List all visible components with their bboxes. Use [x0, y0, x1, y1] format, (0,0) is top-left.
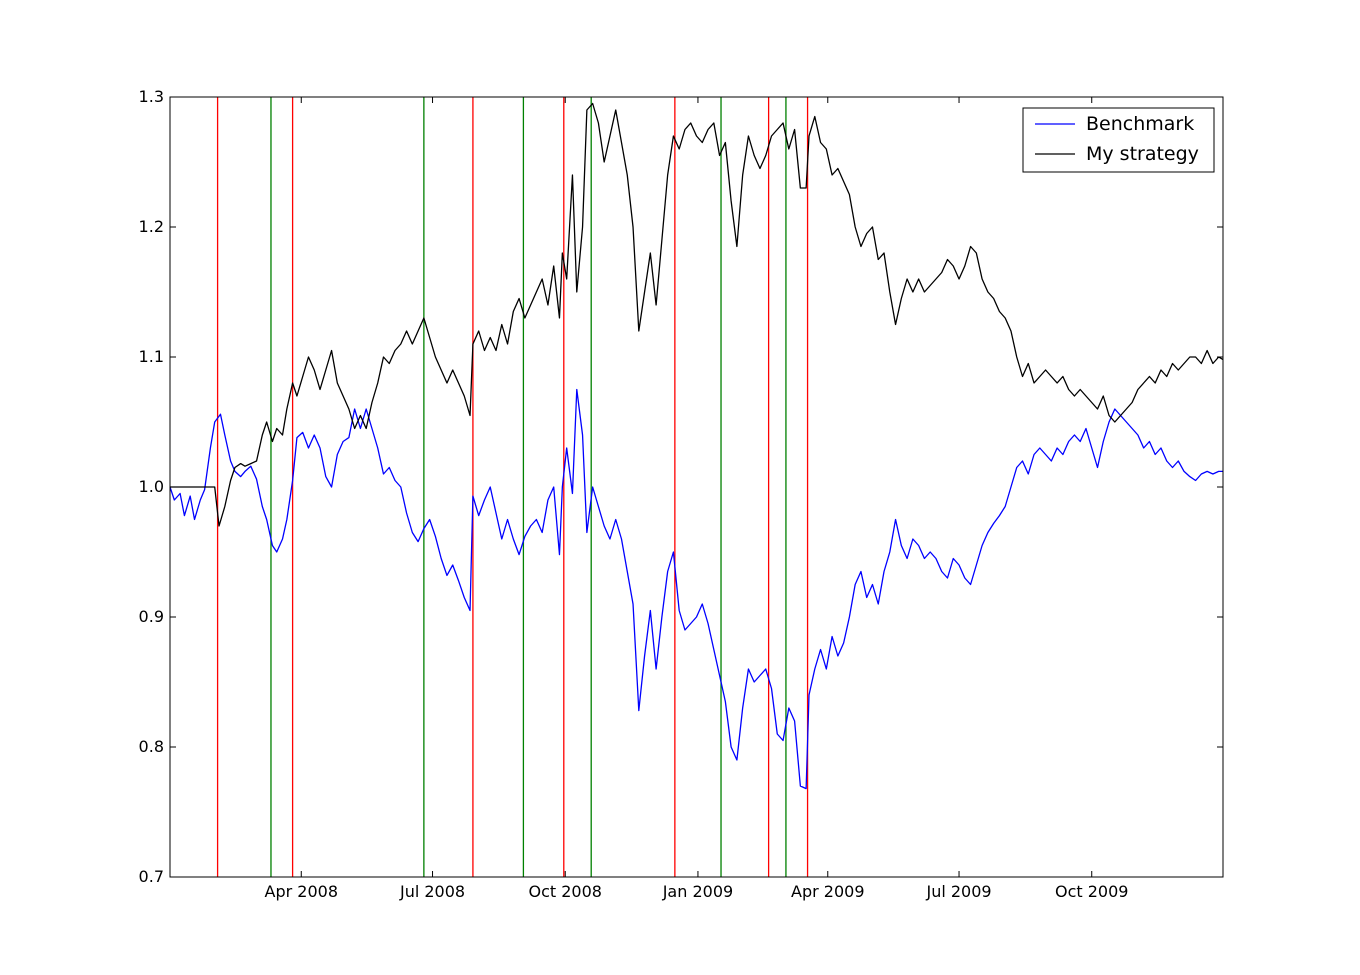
y-tick-label: 1.2 [139, 217, 164, 236]
y-tick-label: 1.3 [139, 87, 164, 106]
x-tick-label: Jul 2008 [399, 882, 465, 901]
x-tick-label: Apr 2008 [265, 882, 338, 901]
legend: Benchmark My strategy [1022, 107, 1215, 173]
y-tick-label: 0.7 [139, 867, 164, 886]
x-tick-label: Jan 2009 [662, 882, 733, 901]
legend-label: My strategy [1086, 143, 1199, 165]
series-lines [169, 102, 1224, 790]
signal-lines [216, 97, 809, 877]
x-tick-label: Oct 2008 [529, 882, 602, 901]
y-tick-label: 1.1 [139, 347, 164, 366]
x-tick-label: Apr 2009 [791, 882, 864, 901]
x-tick-label: Oct 2009 [1055, 882, 1128, 901]
y-tick-label: 0.8 [139, 737, 164, 756]
series-line-my-strategy [170, 102, 1224, 527]
y-tick-label: 1.0 [139, 477, 164, 496]
x-tick-label: Jul 2009 [925, 882, 991, 901]
legend-box [1022, 107, 1215, 173]
axis-ticks: 0.7 0.8 0.9 1.0 1.1 1.2 1.3 Apr 2008 Jul 2008 Oct… [139, 87, 1223, 901]
series-line-benchmark [169, 388, 1223, 790]
legend-label: Benchmark [1086, 113, 1194, 135]
y-tick-label: 0.9 [139, 607, 164, 626]
